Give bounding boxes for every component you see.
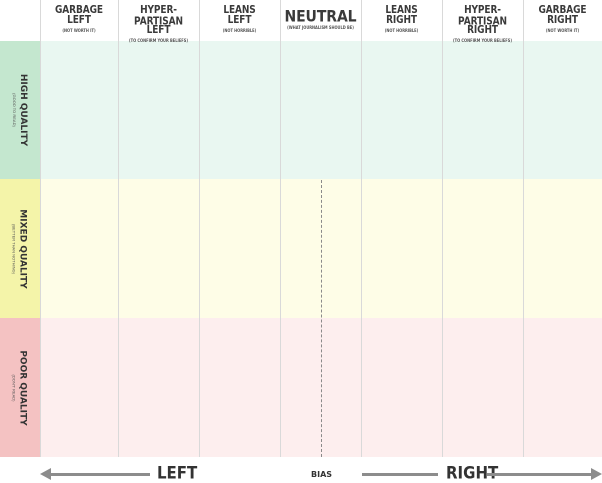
bias-axis (0, 457, 602, 483)
arrow-left-icon (40, 468, 51, 480)
column-header-hyper-partisan-left: HYPER-PARTISAN LEFT (TO CONFIRM YOUR BEL… (118, 0, 199, 43)
column-title: GARBAGE (538, 5, 587, 17)
column-subtitle: (NOT HORRIBLE) (384, 28, 419, 33)
column-divider (40, 0, 41, 457)
column-subtitle: (WHAT JOURNALISM SHOULD BE) (287, 25, 354, 30)
column-title: LEFT (227, 15, 252, 27)
column-title: LEFT (146, 25, 171, 37)
column-divider (118, 0, 119, 457)
column-title: GARBAGE (55, 5, 103, 17)
poor-quality-band (0, 318, 602, 457)
column-divider (280, 0, 281, 457)
column-divider (361, 0, 362, 457)
column-subtitle: (TO CONFIRM YOUR BELIEFS) (129, 38, 188, 43)
column-title: RIGHT (386, 15, 417, 27)
row-label-high-quality: HIGH QUALITY (GOOD TO READ) (0, 41, 40, 179)
mixed-quality-band (0, 179, 602, 318)
column-subtitle: (NOT WORTH IT) (545, 28, 580, 33)
column-subtitle: (TO CONFIRM YOUR BELIEFS) (453, 38, 512, 43)
column-header-leans-left: LEANS LEFT (NOT HORRIBLE) (199, 0, 280, 40)
arrow-right-icon (591, 468, 602, 480)
column-header-leans-right: LEANS RIGHT (NOT HORRIBLE) (361, 0, 442, 40)
column-header-garbage-right: GARBAGE RIGHT (NOT WORTH IT) (523, 0, 602, 40)
column-title: HYPER-PARTISAN (134, 5, 183, 28)
row-title: POOR QUALITY (18, 349, 29, 426)
row-label-poor-quality: POOR QUALITY (DON'T READ) (0, 318, 40, 457)
column-title: LEFT (67, 15, 91, 27)
row-title: HIGH QUALITY (18, 73, 29, 147)
column-title: HYPER-PARTISAN (458, 5, 507, 28)
column-title: LEANS (385, 5, 418, 17)
column-title: NEUTRAL (284, 7, 357, 27)
neutral-centerline (321, 180, 323, 457)
column-subtitle: (NOT WORTH IT) (62, 28, 96, 33)
row-subtitle: (DON'T READ) (12, 374, 18, 401)
row-title: MIXED QUALITY (18, 208, 29, 289)
high-quality-band (0, 41, 602, 179)
axis-line-right-inner (362, 473, 438, 476)
column-title: RIGHT (467, 25, 498, 37)
axis-label-bias: BIAS (311, 470, 333, 479)
column-divider (199, 0, 200, 457)
column-divider (523, 0, 524, 457)
column-subtitle: (NOT HORRIBLE) (222, 28, 257, 33)
column-header-neutral: NEUTRAL (WHAT JOURNALISM SHOULD BE) (280, 0, 361, 40)
row-label-mixed-quality: MIXED QUALITY (BETTER THAN NOTHING) (0, 179, 40, 318)
row-subtitle: (BETTER THAN NOTHING) (12, 223, 18, 274)
column-header-hyper-partisan-right: HYPER-PARTISAN RIGHT (TO CONFIRM YOUR BE… (442, 0, 523, 43)
column-title: LEANS (223, 5, 256, 17)
axis-label-left: LEFT (157, 463, 198, 483)
axis-label-right: RIGHT (446, 463, 499, 483)
column-header-garbage-left: GARBAGE LEFT (NOT WORTH IT) (40, 0, 118, 40)
row-subtitle: (GOOD TO READ) (12, 93, 18, 127)
axis-line-right (487, 473, 591, 476)
column-title: RIGHT (547, 15, 578, 27)
column-divider (442, 0, 443, 457)
axis-line-left (50, 473, 150, 476)
